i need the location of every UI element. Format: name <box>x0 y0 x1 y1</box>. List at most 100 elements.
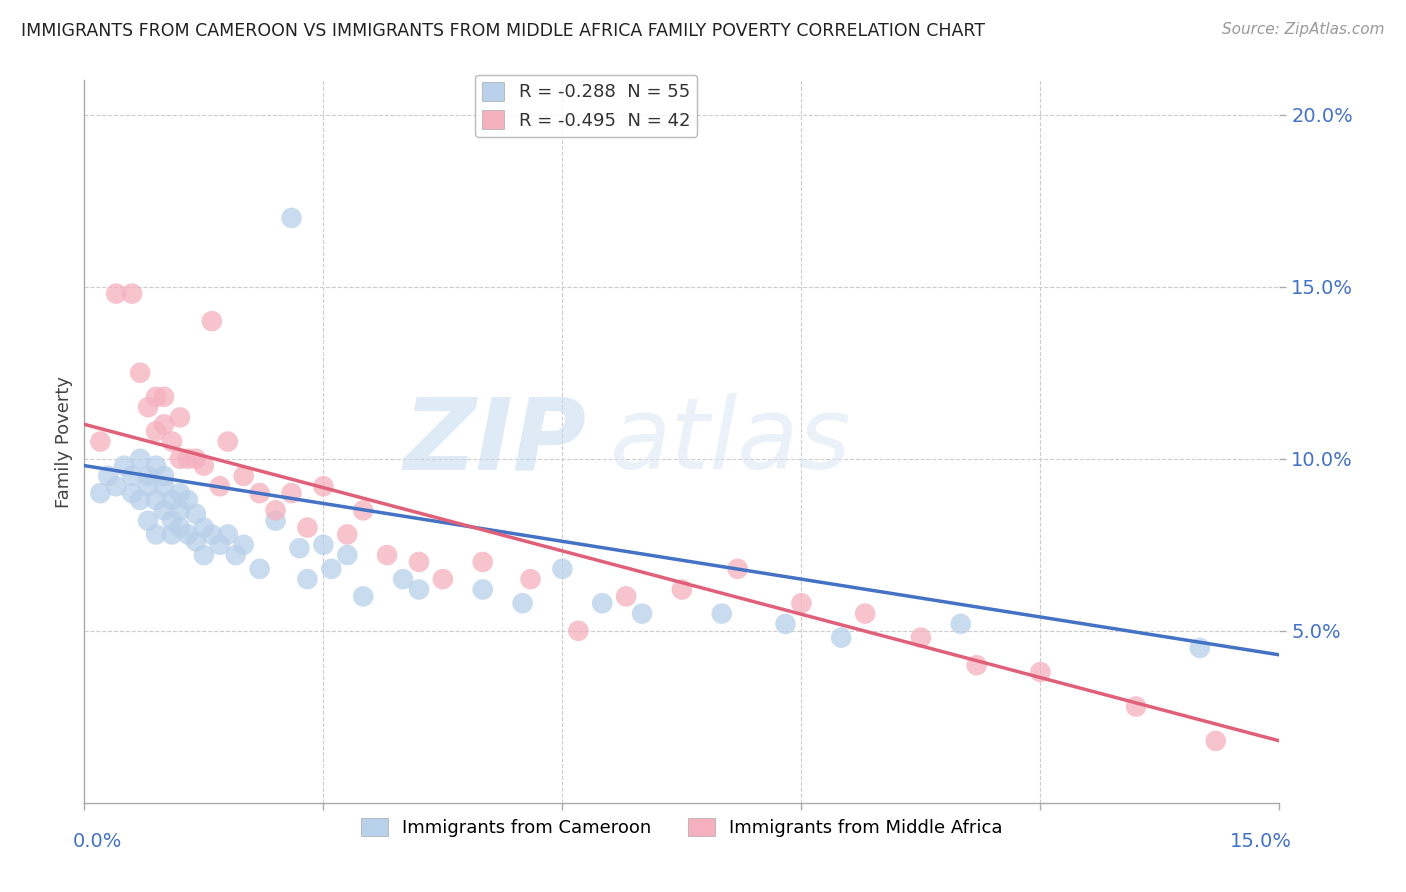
Point <box>145 458 167 473</box>
Point <box>471 555 494 569</box>
Point <box>710 607 733 621</box>
Point <box>201 527 224 541</box>
Point <box>910 631 932 645</box>
Point <box>671 582 693 597</box>
Point <box>145 390 167 404</box>
Point <box>631 607 654 621</box>
Point <box>830 631 852 645</box>
Point <box>89 434 111 449</box>
Point <box>136 400 159 414</box>
Point <box>184 451 207 466</box>
Point <box>352 590 374 604</box>
Point <box>375 548 398 562</box>
Point <box>160 527 183 541</box>
Point <box>432 572 454 586</box>
Point <box>297 520 319 534</box>
Point <box>153 390 176 404</box>
Point <box>121 469 143 483</box>
Point <box>153 479 176 493</box>
Point <box>136 469 159 483</box>
Point <box>129 451 152 466</box>
Point <box>775 616 797 631</box>
Point <box>193 548 215 562</box>
Point <box>264 514 287 528</box>
Point <box>1188 640 1211 655</box>
Point <box>471 582 494 597</box>
Point <box>853 607 876 621</box>
Point <box>949 616 972 631</box>
Point <box>727 562 749 576</box>
Point <box>153 469 176 483</box>
Point <box>551 562 574 576</box>
Point <box>121 286 143 301</box>
Point <box>1029 665 1052 679</box>
Point <box>160 493 183 508</box>
Text: ZIP: ZIP <box>404 393 586 490</box>
Point <box>177 493 200 508</box>
Point <box>321 562 343 576</box>
Point <box>512 596 534 610</box>
Point <box>121 486 143 500</box>
Point <box>153 417 176 432</box>
Point <box>232 469 254 483</box>
Point <box>193 520 215 534</box>
Point <box>408 582 430 597</box>
Point <box>208 479 231 493</box>
Point <box>208 538 231 552</box>
Point <box>614 590 637 604</box>
Point <box>297 572 319 586</box>
Point <box>136 514 159 528</box>
Text: Source: ZipAtlas.com: Source: ZipAtlas.com <box>1222 22 1385 37</box>
Point <box>153 503 176 517</box>
Point <box>280 486 302 500</box>
Point <box>591 596 613 610</box>
Point <box>408 555 430 569</box>
Point <box>790 596 813 610</box>
Point <box>169 503 191 517</box>
Point <box>169 410 191 425</box>
Legend: Immigrants from Cameroon, Immigrants from Middle Africa: Immigrants from Cameroon, Immigrants fro… <box>354 811 1010 845</box>
Point <box>264 503 287 517</box>
Text: atlas: atlas <box>610 393 852 490</box>
Point <box>249 486 271 500</box>
Point <box>184 507 207 521</box>
Point <box>312 538 335 552</box>
Point <box>193 458 215 473</box>
Point <box>392 572 415 586</box>
Point <box>177 451 200 466</box>
Text: IMMIGRANTS FROM CAMEROON VS IMMIGRANTS FROM MIDDLE AFRICA FAMILY POVERTY CORRELA: IMMIGRANTS FROM CAMEROON VS IMMIGRANTS F… <box>21 22 986 40</box>
Point <box>225 548 247 562</box>
Point <box>136 479 159 493</box>
Point <box>336 527 359 541</box>
Point <box>105 479 128 493</box>
Point <box>567 624 589 638</box>
Point <box>145 424 167 438</box>
Point <box>184 534 207 549</box>
Point <box>336 548 359 562</box>
Text: 0.0%: 0.0% <box>73 831 122 851</box>
Point <box>112 458 135 473</box>
Point <box>1125 699 1147 714</box>
Point <box>169 520 191 534</box>
Point <box>201 314 224 328</box>
Point <box>280 211 302 225</box>
Point <box>177 527 200 541</box>
Point <box>145 493 167 508</box>
Point <box>519 572 541 586</box>
Point <box>312 479 335 493</box>
Y-axis label: Family Poverty: Family Poverty <box>55 376 73 508</box>
Point <box>249 562 271 576</box>
Point <box>129 366 152 380</box>
Point <box>160 514 183 528</box>
Point <box>352 503 374 517</box>
Point <box>129 493 152 508</box>
Point <box>1205 734 1227 748</box>
Point <box>145 527 167 541</box>
Point <box>217 434 239 449</box>
Point <box>169 486 191 500</box>
Point <box>966 658 988 673</box>
Point <box>97 469 120 483</box>
Point <box>217 527 239 541</box>
Point <box>105 286 128 301</box>
Point <box>169 451 191 466</box>
